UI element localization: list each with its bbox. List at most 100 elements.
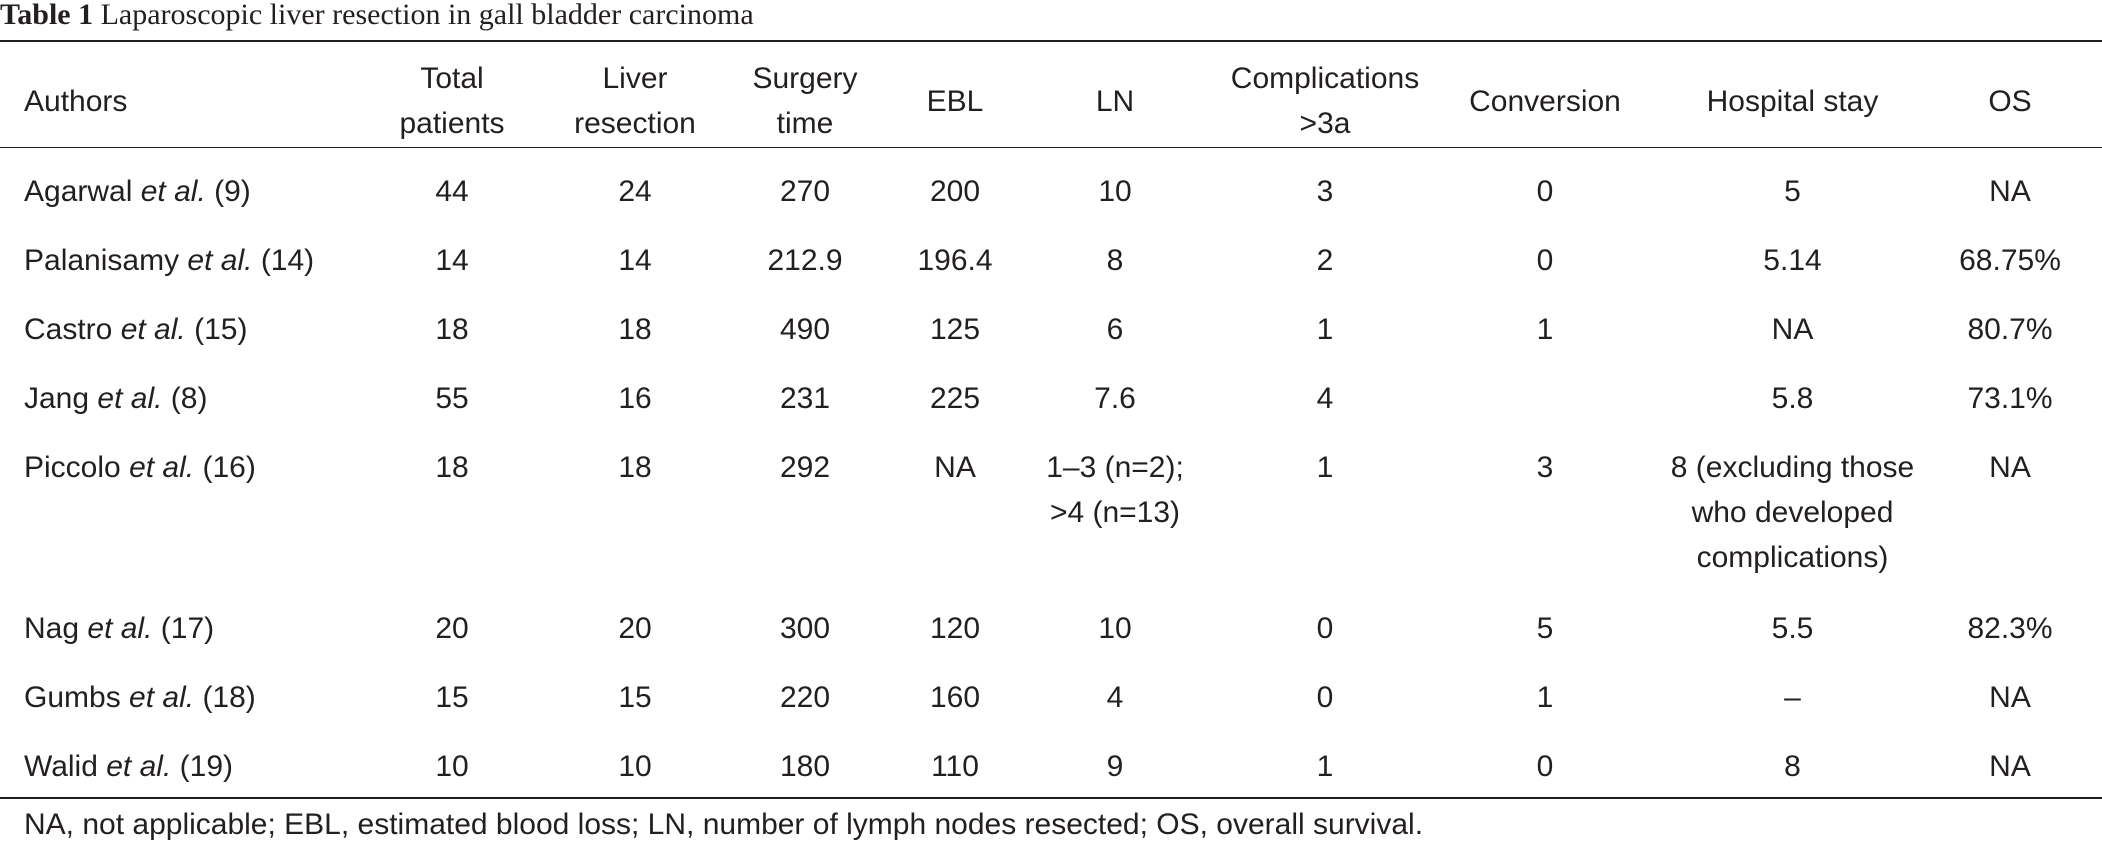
author-name: Gumbs bbox=[24, 681, 121, 714]
cell-complications: 0 bbox=[1316, 612, 1334, 645]
cell-total-patients: 10 bbox=[435, 750, 469, 783]
cell-ln: 1–3 (n=2); >4 (n=13) bbox=[1046, 451, 1184, 529]
cell-hospital-stay: NA bbox=[1771, 313, 1814, 346]
cell-liver-resection: 24 bbox=[618, 175, 652, 208]
cell-surgery-time: 220 bbox=[779, 681, 831, 714]
cell-surgery-time: 231 bbox=[779, 382, 831, 415]
cell-ln: 4 bbox=[1106, 681, 1124, 714]
cell-hospital-stay: 5 bbox=[1784, 175, 1801, 208]
cell-total-patients: 18 bbox=[435, 451, 469, 484]
author-name: Nag bbox=[24, 612, 80, 645]
cell-surgery-time: 490 bbox=[779, 313, 831, 346]
header-total-patients: Total patients bbox=[399, 62, 505, 140]
cell-ln: 10 bbox=[1098, 612, 1132, 645]
cell-conversion: 0 bbox=[1536, 750, 1554, 783]
author-ref: (9) bbox=[214, 175, 251, 208]
cell-hospital-stay: 8 (excluding those who developed complicat… bbox=[1670, 451, 1915, 574]
cell-ebl: 225 bbox=[929, 382, 981, 415]
cell-ebl: 120 bbox=[929, 612, 981, 645]
cell-total-patients: 15 bbox=[435, 681, 469, 714]
table-label: Table 1 bbox=[0, 0, 94, 31]
author-name: Walid bbox=[24, 750, 98, 783]
author-ref: (19) bbox=[179, 750, 233, 783]
cell-os: NA bbox=[1989, 750, 2031, 783]
cell-os: NA bbox=[1989, 681, 2031, 714]
bottom-rule bbox=[0, 797, 2102, 799]
cell-complications: 2 bbox=[1316, 244, 1334, 277]
cell-total-patients: 18 bbox=[435, 313, 469, 346]
cell-liver-resection: 14 bbox=[618, 244, 652, 277]
cell-ebl: 125 bbox=[929, 313, 981, 346]
cell-author: Palanisamy et al. (14) bbox=[24, 238, 314, 283]
cell-ln: 9 bbox=[1106, 750, 1124, 783]
header-rule bbox=[0, 147, 2102, 148]
author-ref: (18) bbox=[202, 681, 256, 714]
cell-ln: 7.6 bbox=[1094, 382, 1136, 415]
author-name: Agarwal bbox=[24, 175, 133, 208]
cell-conversion: 3 bbox=[1536, 451, 1554, 484]
cell-hospital-stay: 5.5 bbox=[1771, 612, 1814, 645]
cell-surgery-time: 300 bbox=[779, 612, 831, 645]
header-os: OS bbox=[1988, 85, 2032, 118]
cell-conversion: 5 bbox=[1536, 612, 1554, 645]
cell-hospital-stay: 5.14 bbox=[1763, 244, 1822, 277]
table-caption: Table 1 Laparoscopic liver resection in … bbox=[0, 0, 754, 34]
cell-ebl: 160 bbox=[929, 681, 981, 714]
cell-liver-resection: 18 bbox=[618, 451, 652, 484]
author-name: Jang bbox=[24, 382, 90, 415]
author-etal: et al. bbox=[140, 175, 206, 208]
cell-ln: 8 bbox=[1106, 244, 1124, 277]
cell-os: 80.7% bbox=[1967, 313, 2053, 346]
cell-complications: 1 bbox=[1316, 313, 1334, 346]
cell-author: Piccolo et al. (16) bbox=[24, 445, 256, 490]
author-etal: et al. bbox=[187, 244, 253, 277]
author-etal: et al. bbox=[129, 681, 195, 714]
cell-conversion: 0 bbox=[1536, 175, 1554, 208]
table-title: Laparoscopic liver resection in gall bla… bbox=[100, 0, 754, 31]
cell-ebl: NA bbox=[934, 451, 976, 484]
author-etal: et al. bbox=[87, 612, 153, 645]
author-ref: (15) bbox=[194, 313, 248, 346]
cell-author: Jang et al. (8) bbox=[24, 376, 207, 421]
cell-liver-resection: 10 bbox=[618, 750, 652, 783]
author-etal: et al. bbox=[129, 451, 195, 484]
cell-liver-resection: 16 bbox=[618, 382, 652, 415]
cell-conversion: 1 bbox=[1536, 313, 1554, 346]
author-ref: (16) bbox=[202, 451, 256, 484]
cell-author: Nag et al. (17) bbox=[24, 606, 214, 651]
cell-surgery-time: 270 bbox=[779, 175, 831, 208]
cell-conversion: 0 bbox=[1536, 244, 1554, 277]
cell-author: Agarwal et al. (9) bbox=[24, 169, 251, 214]
cell-liver-resection: 15 bbox=[618, 681, 652, 714]
header-ebl: EBL bbox=[926, 85, 984, 118]
cell-hospital-stay: – bbox=[1784, 681, 1801, 714]
cell-ebl: 200 bbox=[929, 175, 981, 208]
cell-os: 73.1% bbox=[1967, 382, 2053, 415]
cell-liver-resection: 20 bbox=[618, 612, 652, 645]
cell-liver-resection: 18 bbox=[618, 313, 652, 346]
header-surgery-time: Surgery time bbox=[752, 62, 858, 140]
cell-surgery-time: 212.9 bbox=[767, 244, 843, 277]
cell-os: 82.3% bbox=[1967, 612, 2053, 645]
cell-complications: 0 bbox=[1316, 681, 1334, 714]
cell-total-patients: 44 bbox=[435, 175, 469, 208]
cell-total-patients: 55 bbox=[435, 382, 469, 415]
cell-complications: 1 bbox=[1316, 451, 1334, 484]
cell-ebl: 110 bbox=[931, 750, 979, 783]
header-conversion: Conversion bbox=[1469, 85, 1621, 118]
table-footnote: NA, not applicable; EBL, estimated blood… bbox=[24, 808, 1424, 841]
header-authors: Authors bbox=[24, 85, 128, 118]
header-ln: LN bbox=[1095, 85, 1135, 118]
cell-total-patients: 20 bbox=[435, 612, 469, 645]
cell-conversion: 1 bbox=[1536, 681, 1554, 714]
cell-surgery-time: 292 bbox=[779, 451, 831, 484]
author-etal: et al. bbox=[97, 382, 163, 415]
header-liver-resection: Liver resection bbox=[574, 62, 696, 140]
author-etal: et al. bbox=[120, 313, 186, 346]
author-name: Piccolo bbox=[24, 451, 121, 484]
author-etal: et al. bbox=[106, 750, 172, 783]
author-ref: (17) bbox=[160, 612, 215, 645]
cell-ln: 10 bbox=[1098, 175, 1132, 208]
top-rule bbox=[0, 40, 2102, 42]
cell-os: NA bbox=[1989, 451, 2031, 484]
